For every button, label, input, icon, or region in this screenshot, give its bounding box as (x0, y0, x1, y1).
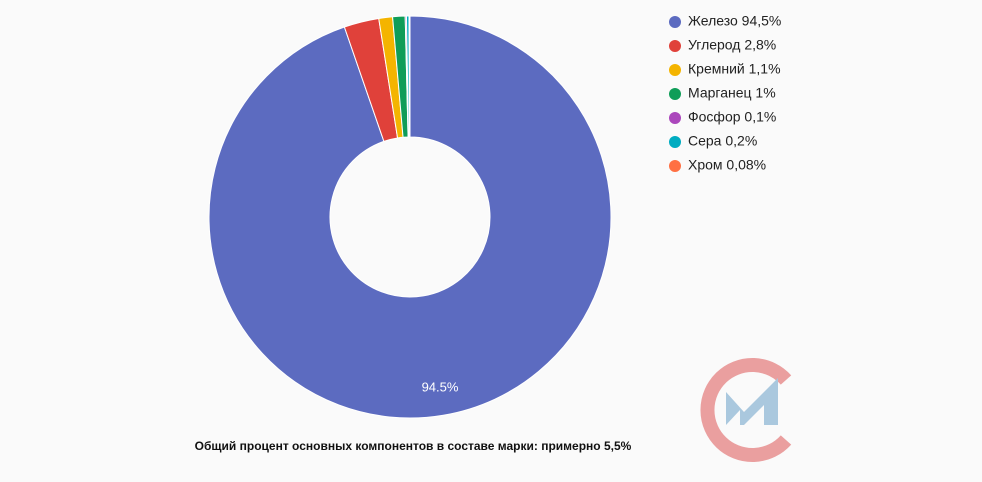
legend-marker (669, 112, 681, 124)
legend-label: Марганец 1% (688, 85, 776, 101)
logo (700, 358, 792, 462)
data-label: 94.5% (422, 379, 459, 394)
legend-label: Хром 0,08% (688, 157, 766, 173)
legend-marker (669, 64, 681, 76)
legend-marker (669, 88, 681, 100)
legend-label: Углерод 2,8% (688, 37, 776, 53)
legend-label: Фосфор 0,1% (688, 109, 776, 125)
slice (408, 15, 411, 138)
legend-label: Сера 0,2% (688, 133, 757, 149)
legend-marker (669, 40, 681, 52)
legend-label: Кремний 1,1% (688, 61, 781, 77)
legend: Железо 94,5% Углерод 2,8% Кремний 1,1% Марг… (669, 13, 781, 173)
legend-marker (669, 160, 681, 172)
legend-marker (669, 136, 681, 148)
logo-m (726, 378, 778, 425)
donut: 94.5% (208, 15, 612, 419)
legend-marker (669, 16, 681, 28)
legend-label: Железо 94,5% (688, 13, 781, 29)
slice (208, 15, 612, 419)
logo-c (700, 358, 792, 462)
caption: Общий процент основных компонентов в сос… (195, 439, 632, 453)
